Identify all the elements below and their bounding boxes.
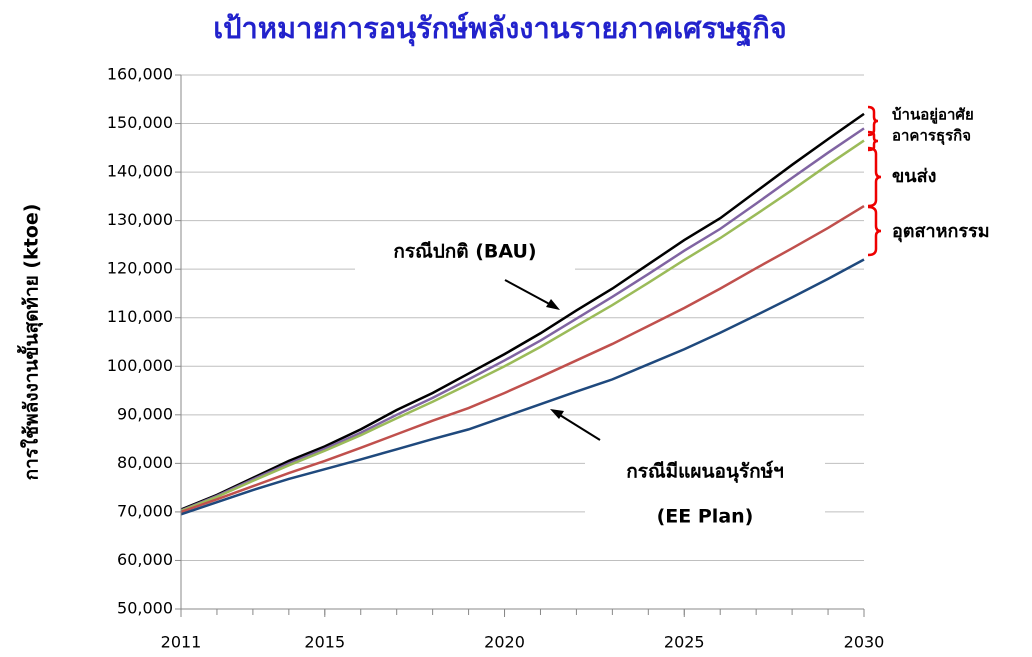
series-line xyxy=(180,139,865,513)
x-tick-label: 2025 xyxy=(664,633,705,652)
y-tick-label: 150,000 xyxy=(107,113,173,132)
x-tick-label: 2011 xyxy=(161,633,202,652)
label-bg xyxy=(585,452,825,537)
sector-label: ขนส่ง xyxy=(892,166,936,187)
label-bg xyxy=(355,232,575,272)
brace xyxy=(867,205,882,257)
sector-label: อาคารธุรกิจ xyxy=(892,127,971,146)
arrow xyxy=(504,279,556,308)
y-tick-label: 140,000 xyxy=(107,162,173,181)
x-tick-label: 2020 xyxy=(484,633,525,652)
series-line xyxy=(180,205,865,514)
sector-label: อุตสาหกรรม xyxy=(892,221,990,243)
arrowhead xyxy=(550,409,564,419)
bau-label: กรณีปกติ (BAU) xyxy=(393,241,536,263)
series-line xyxy=(180,258,865,516)
y-tick-label: 70,000 xyxy=(117,501,173,520)
series-line xyxy=(180,127,865,512)
lines xyxy=(180,112,865,516)
y-tick-label: 60,000 xyxy=(117,550,173,569)
y-tick-label: 120,000 xyxy=(107,259,173,278)
annotations: กรณีปกติ (BAU) กรณีมีแผนอนุรักษ์ฯ (EE Pl… xyxy=(355,105,990,537)
x-tick-label: 2015 xyxy=(304,633,345,652)
y-tick-label: 90,000 xyxy=(117,404,173,423)
chart-title: เป้าหมายการอนุรักษ์พลังงานรายภาคเศรษฐกิจ xyxy=(213,11,787,47)
brace xyxy=(867,146,882,208)
axes: 50,000 60,000 70,000 80,000 90,000 100,000 110… xyxy=(107,65,885,652)
y-tick-label: 130,000 xyxy=(107,210,173,229)
series-line xyxy=(180,112,865,511)
y-tick-label: 50,000 xyxy=(117,599,173,618)
y-tick-label: 160,000 xyxy=(107,65,173,84)
brace xyxy=(867,105,879,152)
sector-label: บ้านอยู่อาศัย xyxy=(892,106,974,125)
ee-label: (EE Plan) xyxy=(657,506,754,528)
y-tick-label: 110,000 xyxy=(107,307,173,326)
arrow xyxy=(554,411,601,441)
grid xyxy=(181,74,864,610)
ee-label: กรณีมีแผนอนุรักษ์ฯ xyxy=(626,461,784,484)
x-tick-label: 2030 xyxy=(844,633,885,652)
y-axis-label: การใช้พลังงานขั้นสุดท้าย (ktoe) xyxy=(17,204,44,481)
y-tick-label: 100,000 xyxy=(107,356,173,375)
arrowhead xyxy=(546,299,560,310)
y-tick-label: 80,000 xyxy=(117,453,173,472)
